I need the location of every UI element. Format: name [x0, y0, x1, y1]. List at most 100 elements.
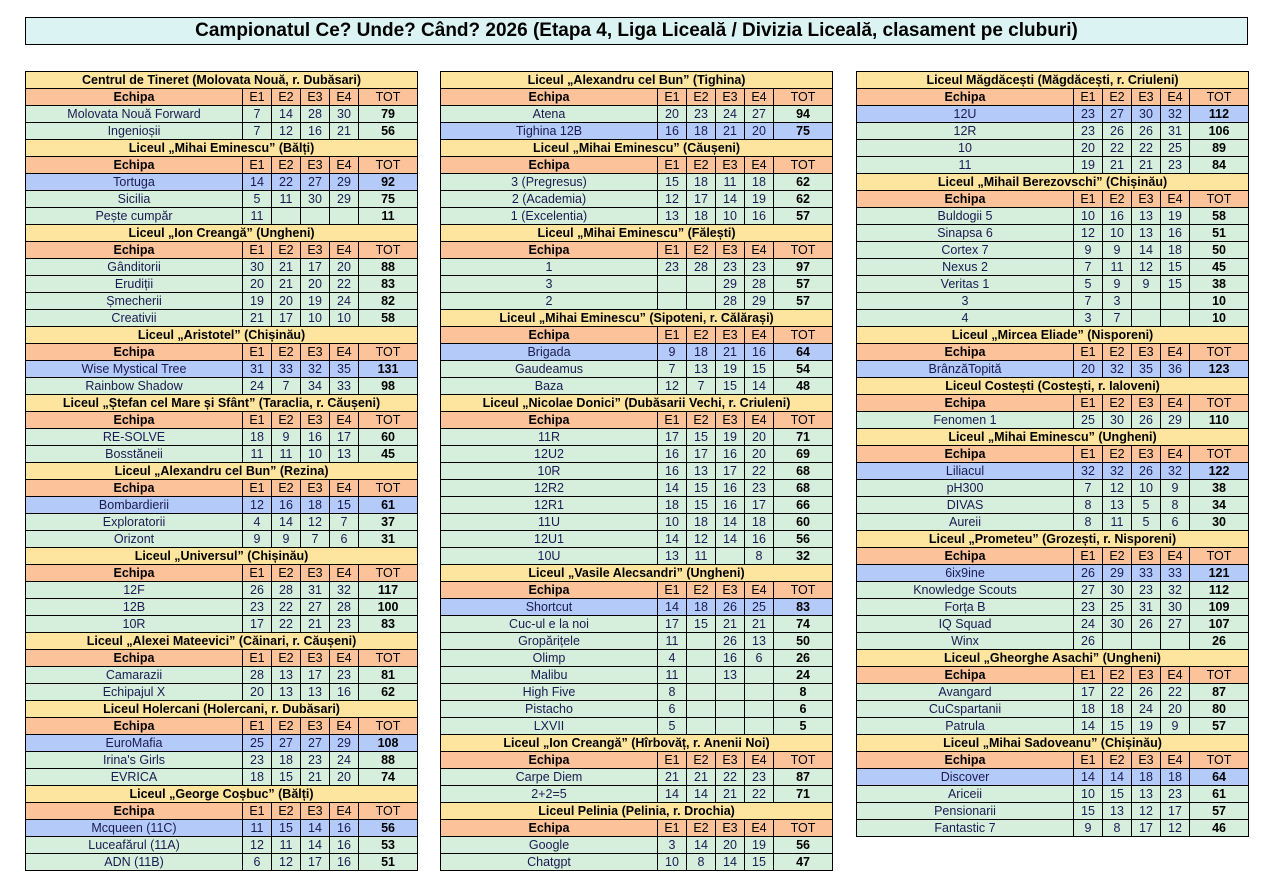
column-header-e3: E3	[1131, 547, 1161, 565]
team-row: ADN (11B) 6 12 17 16 51	[25, 853, 419, 871]
score-e1: 9	[1073, 241, 1103, 259]
score-e2: 14	[271, 105, 301, 123]
team-row: 4 3 7 10	[856, 309, 1250, 327]
score-e3: 17	[300, 853, 330, 871]
team-name: pH300	[856, 479, 1074, 497]
team-row: Liliacul 32 32 26 32 122	[856, 462, 1250, 480]
score-e3: 23	[1131, 581, 1161, 599]
score-e3: 10	[300, 445, 330, 463]
score-e3: 19	[715, 360, 745, 378]
score-e2: 10	[1102, 224, 1132, 242]
score-e4: 16	[329, 819, 359, 837]
score-e4: 14	[744, 377, 774, 395]
column-header-e4: E4	[1160, 445, 1190, 463]
school-title: Liceul „Alexandru cel Bun” (Rezina)	[24, 462, 419, 480]
total-score: 121	[1188, 564, 1250, 582]
column-header-echipa: Echipa	[440, 411, 658, 429]
team-name: DIVAS	[856, 496, 1074, 514]
standings-table: Centrul de Tineret (Molovata Nouă, r. Du…	[24, 71, 419, 871]
column-header-e1: E1	[1073, 190, 1103, 208]
team-row: Luceafărul (11A) 12 11 14 16 53	[25, 836, 419, 854]
total-score: 30	[1188, 513, 1250, 531]
score-e4: 28	[329, 598, 359, 616]
score-e2: 25	[1102, 598, 1132, 616]
column-header-e4: E4	[744, 581, 774, 599]
team-name: 11	[856, 156, 1074, 174]
score-e3: 26	[1131, 683, 1161, 701]
column-header-e3: E3	[1131, 394, 1161, 412]
score-e3: 29	[715, 275, 745, 293]
column-header-tot: TOT	[772, 581, 834, 599]
score-e4: 13	[744, 632, 774, 650]
score-e3: 21	[715, 785, 745, 803]
team-name: EuroMafia	[25, 734, 243, 752]
page-title: Campionatul Ce? Unde? Când? 2026 (Etapa …	[25, 17, 1248, 45]
column-header-e2: E2	[1102, 547, 1132, 565]
score-e1: 20	[242, 683, 272, 701]
school-header-row: Liceul „George Coșbuc” (Bălți)	[24, 785, 419, 803]
column-header-row: Echipa E1 E2 E3 E4 TOT	[856, 547, 1250, 565]
column-header-row: Echipa E1 E2 E3 E4 TOT	[25, 241, 419, 259]
team-row: RE-SOLVE 18 9 16 17 60	[25, 428, 419, 446]
column-header-e3: E3	[300, 802, 330, 820]
school-title: Centrul de Tineret (Molovata Nouă, r. Du…	[24, 71, 419, 89]
total-score: 26	[772, 649, 834, 667]
score-e3: 21	[715, 615, 745, 633]
total-score: 71	[772, 428, 834, 446]
column-header-e2: E2	[271, 717, 301, 735]
column-header-e3: E3	[300, 241, 330, 259]
score-e3: 34	[300, 377, 330, 395]
score-e4: 25	[1160, 139, 1190, 157]
column-header-e3: E3	[1131, 666, 1161, 684]
column-header-e1: E1	[242, 88, 272, 106]
team-name: 12F	[25, 581, 243, 599]
column-header-e3: E3	[300, 479, 330, 497]
column-header-row: Echipa E1 E2 E3 E4 TOT	[856, 190, 1250, 208]
score-e2: 22	[271, 615, 301, 633]
score-e2: 11	[271, 445, 301, 463]
score-e4: 20	[744, 122, 774, 140]
column-header-e1: E1	[657, 411, 687, 429]
column-header-tot: TOT	[772, 88, 834, 106]
team-name: Baza	[440, 377, 658, 395]
school-title: Liceul „Alexandru cel Bun” (Tighina)	[439, 71, 834, 89]
column-header-e2: E2	[1102, 445, 1132, 463]
team-row: Gaudeamus 7 13 19 15 54	[440, 360, 834, 378]
total-score: 46	[1188, 819, 1250, 837]
score-e4	[329, 207, 359, 225]
score-e4: 23	[329, 666, 359, 684]
score-e1: 9	[657, 343, 687, 361]
total-score: 74	[357, 768, 419, 786]
team-row: Baza 12 7 15 14 48	[440, 377, 834, 395]
score-e2: 15	[686, 479, 716, 497]
score-e3: 31	[300, 581, 330, 599]
score-e1: 8	[1073, 513, 1103, 531]
school-title: Liceul „Mihai Eminescu” (Bălți)	[24, 139, 419, 157]
team-name: Irina's Girls	[25, 751, 243, 769]
total-score: 47	[772, 853, 834, 871]
school-title: Liceul „Mihai Eminescu” (Sipoteni, r. Că…	[439, 309, 834, 327]
team-row: Gânditorii 30 21 17 20 88	[25, 258, 419, 276]
score-e1: 20	[657, 105, 687, 123]
score-e1: 6	[657, 700, 687, 718]
column-header-tot: TOT	[1188, 88, 1250, 106]
column-header-e4: E4	[329, 802, 359, 820]
score-e1: 23	[1073, 122, 1103, 140]
score-e3: 31	[1131, 598, 1161, 616]
score-e2: 17	[271, 309, 301, 327]
score-e2: 11	[1102, 513, 1132, 531]
score-e2: 14	[686, 836, 716, 854]
total-score: 58	[1188, 207, 1250, 225]
column-header-e1: E1	[1073, 547, 1103, 565]
score-e3: 30	[300, 190, 330, 208]
score-e1: 17	[657, 428, 687, 446]
team-row: 1 23 28 23 23 97	[440, 258, 834, 276]
score-e1: 14	[242, 173, 272, 191]
team-name: Veritas 1	[856, 275, 1074, 293]
score-e2: 15	[1102, 785, 1132, 803]
team-row: Winx 26 26	[856, 632, 1250, 650]
team-name: Gânditorii	[25, 258, 243, 276]
score-e1: 7	[1073, 258, 1103, 276]
total-score: 98	[357, 377, 419, 395]
score-e1: 17	[1073, 683, 1103, 701]
